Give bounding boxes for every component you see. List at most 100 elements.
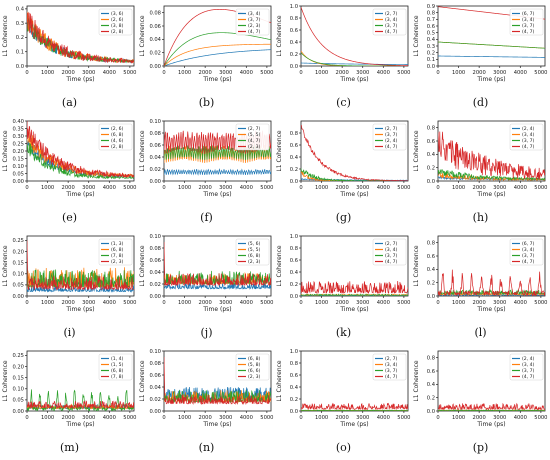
x-tick-label: 1000 bbox=[452, 185, 465, 191]
x-tick-label: 4000 bbox=[377, 185, 390, 191]
x-tick-label: 1000 bbox=[315, 300, 328, 306]
y-tick-label: 0.4 bbox=[290, 270, 299, 276]
legend-label: (2, 3) bbox=[248, 374, 261, 380]
y-tick-label: 0.25 bbox=[12, 238, 24, 244]
legend-label: (4, 6) bbox=[111, 138, 124, 144]
x-tick-label: 0 bbox=[299, 300, 302, 306]
x-tick-label: 1000 bbox=[178, 415, 191, 421]
y-tick-label: 0.4 bbox=[290, 155, 299, 161]
x-tick-label: 1000 bbox=[178, 300, 191, 306]
y-tick-label: 0.06 bbox=[149, 258, 161, 264]
x-tick-label: 0 bbox=[162, 185, 165, 191]
y-axis-label: L1 Coherence bbox=[139, 130, 146, 172]
legend-label: (4, 7) bbox=[522, 374, 535, 380]
legend-label: (6, 7) bbox=[522, 11, 535, 17]
x-tick-label: 0 bbox=[25, 300, 28, 306]
y-tick-label: 0.02 bbox=[149, 397, 161, 403]
x-tick-label: 5000 bbox=[123, 415, 136, 421]
x-tick-label: 0 bbox=[436, 300, 439, 306]
legend-label: (3, 4) bbox=[522, 132, 535, 138]
x-tick-label: 0 bbox=[299, 70, 302, 76]
y-tick-label: 0.2 bbox=[16, 35, 24, 41]
y-tick-label: 0.04 bbox=[149, 37, 161, 43]
y-tick-label: 0.8 bbox=[427, 10, 435, 16]
y-tick-label: 0.10 bbox=[12, 164, 24, 170]
y-tick-label: 0.0 bbox=[427, 64, 435, 70]
x-tick-label: 1000 bbox=[41, 185, 54, 191]
legend-label: (2, 7) bbox=[385, 126, 398, 132]
x-tick-label: 4000 bbox=[103, 70, 116, 76]
y-tick-label: 0.40 bbox=[12, 119, 24, 125]
x-axis-label: Time (ps) bbox=[65, 76, 94, 83]
x-axis-label: Time (ps) bbox=[65, 191, 94, 198]
x-tick-label: 1000 bbox=[452, 70, 465, 76]
legend-label: (2, 3) bbox=[111, 259, 124, 265]
legend-label: (3, 7) bbox=[385, 23, 398, 29]
y-tick-label: 0.0 bbox=[427, 294, 435, 300]
x-tick-label: 0 bbox=[436, 415, 439, 421]
legend-label: (4, 7) bbox=[385, 259, 398, 265]
y-tick-label: 0.15 bbox=[12, 375, 24, 381]
y-tick-label: 0.2 bbox=[290, 167, 298, 173]
x-axis-label: Time (ps) bbox=[339, 421, 368, 428]
y-tick-label: 0.00 bbox=[149, 409, 161, 415]
y-tick-label: 0.6 bbox=[290, 143, 298, 149]
y-tick-label: 0.08 bbox=[149, 361, 161, 367]
y-tick-label: 0.06 bbox=[149, 143, 161, 149]
y-axis-label: L1 Coherence bbox=[413, 15, 420, 57]
y-tick-label: 0.9 bbox=[427, 4, 435, 10]
subfigure-tag-e: (e) bbox=[1, 211, 138, 224]
legend-label: (1, 5) bbox=[111, 362, 124, 368]
x-tick-label: 5000 bbox=[397, 185, 410, 191]
y-tick-label: 0.4 bbox=[427, 152, 436, 158]
x-tick-label: 5000 bbox=[534, 300, 547, 306]
legend-label: (6, 6) bbox=[248, 368, 261, 374]
x-axis-label: Time (ps) bbox=[202, 421, 231, 428]
y-tick-label: 0.08 bbox=[149, 10, 161, 16]
y-tick-label: 0.8 bbox=[427, 240, 435, 246]
x-tick-label: 4000 bbox=[514, 300, 527, 306]
y-tick-label: 0.06 bbox=[149, 24, 161, 30]
legend-label: (4, 7) bbox=[522, 259, 535, 265]
legend-label: (3, 7) bbox=[385, 132, 398, 138]
x-axis-label: Time (ps) bbox=[202, 191, 231, 198]
legend-label: (6, 8) bbox=[111, 132, 124, 138]
x-axis-label: Time (ps) bbox=[202, 306, 231, 313]
legend-label: (1, 3) bbox=[111, 241, 124, 247]
x-tick-label: 5000 bbox=[260, 185, 273, 191]
y-tick-label: 0.0 bbox=[16, 64, 24, 70]
legend-label: (3, 7) bbox=[522, 138, 535, 144]
y-tick-label: 0.7 bbox=[427, 17, 435, 23]
y-tick-label: 0.00 bbox=[149, 64, 161, 70]
y-tick-label: 0.20 bbox=[12, 149, 24, 155]
x-tick-label: 5000 bbox=[397, 70, 410, 76]
legend-label: (3, 4) bbox=[522, 17, 535, 23]
legend-label: (2, 6) bbox=[111, 126, 124, 132]
subfigure-tag-g: (g) bbox=[275, 211, 412, 224]
legend-label: (6, 7) bbox=[522, 241, 535, 247]
x-tick-label: 4000 bbox=[514, 185, 527, 191]
legend-label: (2, 4) bbox=[522, 356, 535, 362]
y-tick-label: 0.6 bbox=[290, 373, 298, 379]
legend-label: (2, 4) bbox=[522, 126, 535, 132]
y-tick-label: 0.05 bbox=[12, 283, 24, 289]
y-axis-label: L1 Coherence bbox=[413, 360, 420, 402]
y-tick-label: 0.8 bbox=[427, 125, 435, 131]
y-tick-label: 0.02 bbox=[149, 50, 161, 56]
x-tick-label: 1000 bbox=[452, 415, 465, 421]
y-tick-label: 0.25 bbox=[12, 141, 24, 147]
y-tick-label: 0.8 bbox=[290, 16, 298, 22]
y-tick-label: 0.3 bbox=[16, 21, 24, 27]
x-tick-label: 1000 bbox=[178, 185, 191, 191]
x-tick-label: 0 bbox=[25, 415, 28, 421]
subfigure-tag-c: (c) bbox=[275, 96, 412, 109]
x-tick-label: 1000 bbox=[315, 70, 328, 76]
x-tick-label: 4000 bbox=[240, 415, 253, 421]
series-line-orange bbox=[164, 44, 271, 66]
